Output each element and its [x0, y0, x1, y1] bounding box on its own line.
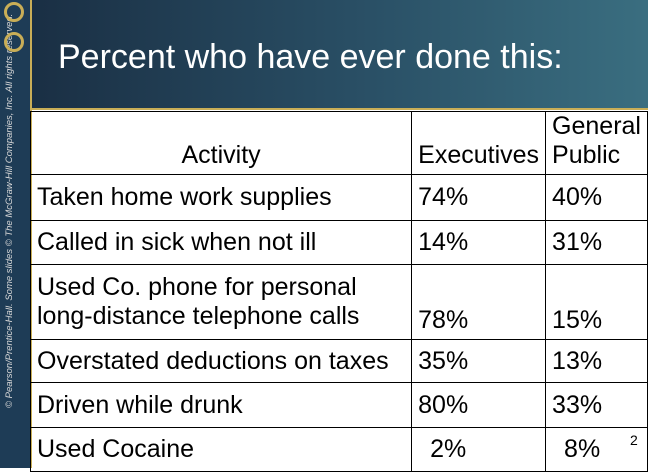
- general-public-line-2: Public: [552, 141, 621, 169]
- general-public-cell: 8%: [545, 427, 648, 472]
- table-row: Called in sick when not ill 14% 31%: [29, 220, 648, 265]
- left-sidebar-strip: [0, 0, 30, 468]
- general-public-cell: 40%: [545, 174, 648, 221]
- general-public-cell: 13%: [545, 339, 648, 383]
- page-title: Percent who have ever done this:: [58, 38, 563, 76]
- general-public-cell: 33%: [545, 382, 648, 428]
- table-row: Driven while drunk 80% 33%: [29, 382, 648, 428]
- executives-cell: 78%: [411, 264, 547, 340]
- executives-cell: 14%: [411, 220, 547, 265]
- general-public-line-1: General: [552, 112, 641, 140]
- activity-cell: Overstated deductions on taxes: [29, 339, 413, 383]
- executives-cell: 35%: [411, 339, 547, 383]
- executives-cell: 74%: [411, 174, 547, 221]
- activity-cell: Used Co. phone for personal long-distance…: [29, 264, 413, 340]
- title-underline: [32, 108, 648, 110]
- table-row: Used Cocaine 2% 8%: [29, 427, 648, 472]
- table-row: Overstated deductions on taxes 35% 13%: [29, 339, 648, 383]
- survey-table: Activity Executives General Public Taken …: [29, 111, 648, 472]
- table-header-row: Activity Executives General Public: [29, 111, 648, 175]
- activity-cell: Used Cocaine: [29, 427, 413, 472]
- activity-cell: Called in sick when not ill: [29, 220, 413, 265]
- column-header-executives: Executives: [411, 111, 547, 175]
- activity-cell: Driven while drunk: [29, 382, 413, 428]
- general-public-cell: 15%: [545, 264, 648, 340]
- page-number: 2: [630, 432, 638, 448]
- table-row: Used Co. phone for personal long-distance…: [29, 264, 648, 340]
- general-public-cell: 31%: [545, 220, 648, 265]
- executives-cell: 2%: [411, 427, 547, 472]
- activity-cell: Taken home work supplies: [29, 174, 413, 221]
- title-banner: [32, 0, 648, 110]
- column-header-general-public: General Public: [545, 111, 648, 175]
- copyright-notice: © Pearson/Prentice-Hall. Some slides © T…: [2, 0, 18, 468]
- ring-decoration-bottom-icon: [4, 32, 24, 52]
- ring-decoration-top-icon: [4, 2, 24, 22]
- table-row: Taken home work supplies 74% 40%: [29, 174, 648, 221]
- activity-line-2: long-distance telephone calls: [37, 302, 360, 330]
- copyright-text: © Pearson/Prentice-Hall. Some slides © T…: [4, 13, 15, 408]
- column-header-activity: Activity: [29, 111, 413, 175]
- executives-cell: 80%: [411, 382, 547, 428]
- activity-line-1: Used Co. phone for personal: [37, 273, 357, 301]
